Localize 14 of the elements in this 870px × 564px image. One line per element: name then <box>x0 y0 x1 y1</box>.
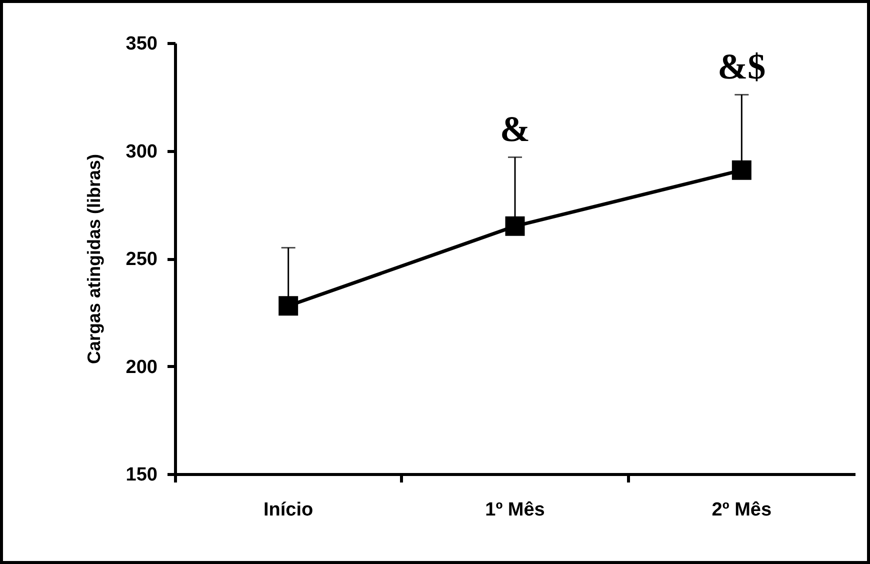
point <box>732 160 752 180</box>
x-tick-label: 1º Mês <box>485 500 545 520</box>
y-tick-label: 150 <box>126 464 158 486</box>
annotation: &$ <box>718 46 766 87</box>
annotation: & <box>500 109 530 150</box>
y-tick-label: 300 <box>126 141 158 162</box>
point <box>505 216 525 236</box>
y-axis-title: Cargas atingidas (libras) <box>84 154 104 364</box>
y-tick-label: 250 <box>126 249 158 270</box>
y-tick-label: 200 <box>126 356 158 378</box>
point <box>278 296 298 316</box>
x-tick-label: 2º Mês <box>712 500 772 520</box>
y-tick-label: 350 <box>126 34 158 54</box>
x-tick-label: Início <box>264 500 314 520</box>
